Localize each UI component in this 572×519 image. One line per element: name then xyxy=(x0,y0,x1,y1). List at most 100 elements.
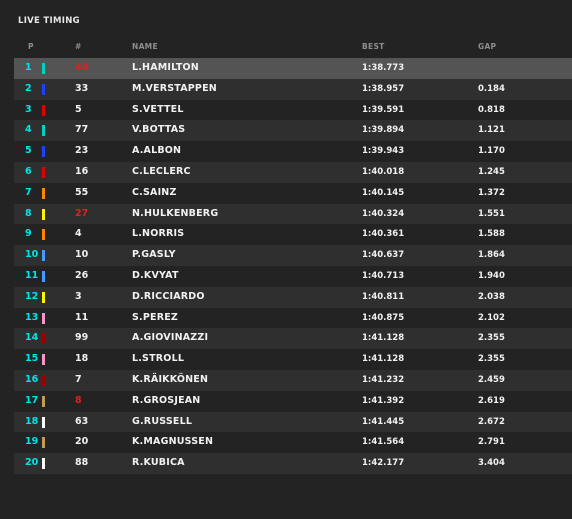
table-row[interactable]: 8 27 N.HULKENBERG 1:40.324 1.551 xyxy=(14,203,572,225)
gap-cell: 1.372 xyxy=(478,187,505,198)
table-row[interactable]: 19 20 K.MAGNUSSEN 1:41.564 2.791 xyxy=(14,432,572,454)
best-lap-cell: 1:41.564 xyxy=(362,437,405,448)
gap-cell: 0.818 xyxy=(478,104,505,115)
table-row[interactable]: 4 77 V.BOTTAS 1:39.894 1.121 xyxy=(14,120,572,142)
driver-name-cell: P.GASLY xyxy=(132,249,176,261)
best-lap-cell: 1:40.811 xyxy=(362,291,405,302)
header-position: P xyxy=(28,42,34,51)
best-lap-cell: 1:40.875 xyxy=(362,312,405,323)
table-row[interactable]: 13 11 S.PEREZ 1:40.875 2.102 xyxy=(14,307,572,329)
car-number-cell: 99 xyxy=(75,332,89,344)
car-number-cell: 63 xyxy=(75,415,89,427)
car-number-cell: 7 xyxy=(75,373,82,385)
car-number-cell: 44 xyxy=(75,62,89,73)
header-best: BEST xyxy=(362,42,385,51)
position-cell: 13 xyxy=(25,311,39,323)
position-cell: 2 xyxy=(25,82,32,94)
driver-name-cell: N.HULKENBERG xyxy=(132,207,219,219)
team-color-bar xyxy=(42,416,45,428)
team-color-bar xyxy=(42,270,45,282)
gap-cell: 2.102 xyxy=(478,312,505,323)
table-row[interactable]: 1 44 L.HAMILTON 1:38.773 xyxy=(14,58,572,79)
gap-cell: 2.672 xyxy=(478,416,505,427)
team-color-bar xyxy=(42,291,45,303)
gap-cell: 1.551 xyxy=(478,208,505,219)
position-cell: 8 xyxy=(25,207,32,219)
driver-name-cell: R.KUBICA xyxy=(132,457,185,469)
table-row[interactable]: 18 63 G.RUSSELL 1:41.445 2.672 xyxy=(14,411,572,433)
gap-cell: 2.791 xyxy=(478,437,505,448)
position-cell: 10 xyxy=(25,249,39,261)
car-number-cell: 10 xyxy=(75,249,89,261)
car-number-cell: 8 xyxy=(75,394,82,406)
gap-cell: 1.245 xyxy=(478,166,505,177)
gap-cell: 1.121 xyxy=(478,125,505,136)
driver-name-cell: C.LECLERC xyxy=(132,165,191,177)
best-lap-cell: 1:41.232 xyxy=(362,374,405,385)
team-color-bar xyxy=(42,458,45,470)
driver-name-cell: C.SAINZ xyxy=(132,186,177,198)
team-color-bar xyxy=(42,333,45,345)
position-cell: 14 xyxy=(25,332,39,344)
gap-cell: 3.404 xyxy=(478,458,505,469)
position-cell: 18 xyxy=(25,415,39,427)
team-color-bar xyxy=(42,166,45,178)
driver-name-cell: S.VETTEL xyxy=(132,103,184,115)
position-cell: 15 xyxy=(25,353,39,365)
table-row[interactable]: 15 18 L.STROLL 1:41.128 2.355 xyxy=(14,349,572,370)
team-color-bar xyxy=(42,395,45,407)
timing-table: 1 44 L.HAMILTON 1:38.773 2 33 M.VERSTAPPEN 1:38… xyxy=(14,58,572,474)
table-row[interactable]: 17 8 R.GROSJEAN 1:41.392 2.619 xyxy=(14,390,572,412)
table-row[interactable]: 10 10 P.GASLY 1:40.637 1.864 xyxy=(14,245,572,266)
table-row[interactable]: 7 55 C.SAINZ 1:40.145 1.372 xyxy=(14,182,572,204)
team-color-bar xyxy=(42,312,45,324)
driver-name-cell: R.GROSJEAN xyxy=(132,394,201,406)
page-title: LIVE TIMING xyxy=(18,16,80,26)
position-cell: 11 xyxy=(25,269,39,281)
position-cell: 9 xyxy=(25,228,32,240)
gap-cell: 0.184 xyxy=(478,83,505,94)
best-lap-cell: 1:39.591 xyxy=(362,104,405,115)
driver-name-cell: S.PEREZ xyxy=(132,311,178,323)
position-cell: 19 xyxy=(25,436,39,448)
car-number-cell: 18 xyxy=(75,353,89,365)
table-row[interactable]: 6 16 C.LECLERC 1:40.018 1.245 xyxy=(14,161,572,183)
team-color-bar xyxy=(42,229,45,241)
gap-cell: 1.864 xyxy=(478,250,505,261)
team-color-bar xyxy=(42,250,45,262)
driver-name-cell: V.BOTTAS xyxy=(132,124,186,136)
table-row[interactable]: 11 26 D.KVYAT 1:40.713 1.940 xyxy=(14,265,572,287)
table-row[interactable]: 2 33 M.VERSTAPPEN 1:38.957 0.184 xyxy=(14,78,572,100)
table-row[interactable]: 3 5 S.VETTEL 1:39.591 0.818 xyxy=(14,99,572,121)
driver-name-cell: A.GIOVINAZZI xyxy=(132,332,209,344)
table-row[interactable]: 9 4 L.NORRIS 1:40.361 1.588 xyxy=(14,224,572,246)
car-number-cell: 33 xyxy=(75,82,89,94)
table-row[interactable]: 16 7 K.RÄIKKÖNEN 1:41.232 2.459 xyxy=(14,369,572,391)
table-row[interactable]: 20 88 R.KUBICA 1:42.177 3.404 xyxy=(14,453,572,474)
table-row[interactable]: 14 99 A.GIOVINAZZI 1:41.128 2.355 xyxy=(14,328,572,350)
best-lap-cell: 1:41.392 xyxy=(362,395,405,406)
table-row[interactable]: 12 3 D.RICCIARDO 1:40.811 2.038 xyxy=(14,286,572,308)
best-lap-cell: 1:39.894 xyxy=(362,125,405,136)
position-cell: 17 xyxy=(25,394,39,406)
best-lap-cell: 1:40.637 xyxy=(362,250,405,261)
table-row[interactable]: 5 23 A.ALBON 1:39.943 1.170 xyxy=(14,141,572,162)
car-number-cell: 16 xyxy=(75,165,89,177)
driver-name-cell: L.NORRIS xyxy=(132,228,185,240)
position-cell: 16 xyxy=(25,373,39,385)
position-cell: 4 xyxy=(25,124,32,136)
car-number-cell: 3 xyxy=(75,290,82,302)
gap-cell: 1.588 xyxy=(478,229,505,240)
best-lap-cell: 1:41.445 xyxy=(362,416,405,427)
header-number: # xyxy=(75,42,82,51)
table-header: P # NAME BEST GAP xyxy=(14,42,572,54)
best-lap-cell: 1:40.324 xyxy=(362,208,405,219)
gap-cell: 2.619 xyxy=(478,395,505,406)
best-lap-cell: 1:41.128 xyxy=(362,354,405,365)
team-color-bar xyxy=(42,146,45,158)
position-cell: 7 xyxy=(25,186,32,198)
driver-name-cell: D.KVYAT xyxy=(132,269,179,281)
driver-name-cell: D.RICCIARDO xyxy=(132,290,205,302)
best-lap-cell: 1:41.128 xyxy=(362,333,405,344)
car-number-cell: 5 xyxy=(75,103,82,115)
